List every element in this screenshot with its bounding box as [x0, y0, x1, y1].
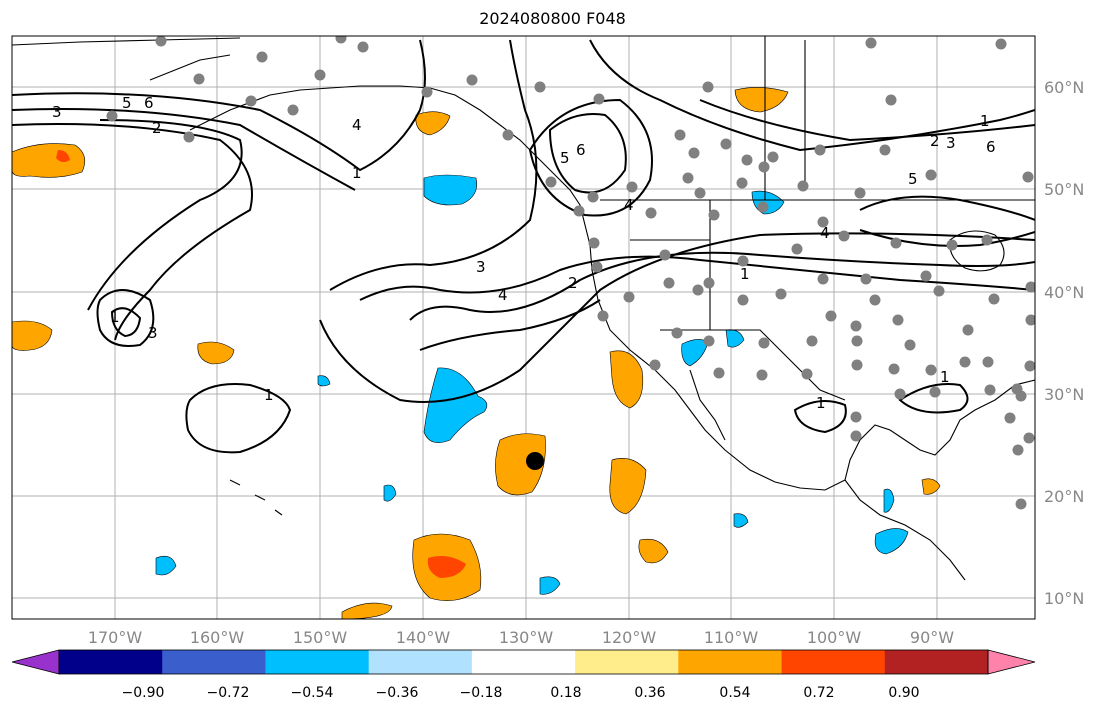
contour-label: 6 [986, 138, 996, 156]
contour-label: 4 [352, 116, 362, 134]
contour-label: 5 [122, 94, 132, 112]
latitude-labels: 60°N 50°N 40°N 30°N 20°N 10°N [1044, 78, 1084, 608]
colorbar-extend-max [987, 649, 1036, 675]
map-frame [11, 35, 1036, 620]
contour-label: 4 [498, 286, 508, 304]
colorbar-segment [781, 650, 886, 674]
lon-label: 160°W [190, 628, 245, 647]
contour-label: 1 [110, 308, 120, 326]
colorbar-segment [59, 650, 163, 674]
lon-label: 150°W [293, 628, 348, 647]
longitude-labels: 170°W 160°W 150°W 140°W 130°W 120°W 110°… [88, 628, 954, 647]
station-markers [106, 36, 1035, 510]
colorbar-label: −0.18 [460, 685, 503, 701]
contour-label: 3 [148, 324, 158, 342]
colorbar-segment [884, 650, 989, 674]
colorbar-segment [575, 650, 679, 674]
contour-label: 3 [476, 258, 486, 276]
anomaly-fill [12, 87, 941, 619]
contour-label: 6 [144, 94, 154, 112]
contour-label: 4 [820, 224, 830, 242]
colorbar-label: 0.90 [888, 685, 919, 701]
contour-label: 3 [946, 134, 956, 152]
colorbar-label: 0.54 [719, 685, 750, 701]
colorbar-segment [368, 650, 473, 674]
contour-label: 5 [908, 170, 918, 188]
colorbar-label: 0.36 [634, 685, 665, 701]
lon-label: 140°W [396, 628, 451, 647]
colorbar-label: −0.54 [291, 685, 334, 701]
colorbar-segment [265, 650, 370, 674]
contour-label: 5 [560, 149, 570, 167]
lon-label: 90°W [910, 628, 954, 647]
colorbar-extend-min [11, 649, 60, 675]
colorbar-segment [471, 650, 576, 674]
contour-label: 2 [152, 119, 162, 137]
contour-label: 2 [930, 132, 940, 150]
lon-label: 120°W [602, 628, 657, 647]
lon-label: 110°W [704, 628, 759, 647]
colorbar-segment [162, 650, 266, 674]
colorbar-label: −0.36 [376, 685, 419, 701]
map-title: 2024080800 F048 [479, 9, 626, 28]
colorbar-outline [58, 649, 989, 675]
colorbar-label: 0.18 [550, 685, 581, 701]
lat-label: 50°N [1044, 180, 1084, 199]
contour-label: 3 [52, 103, 62, 121]
contour-label: 1 [816, 394, 826, 412]
contour-label: 1 [940, 368, 950, 386]
contour-label-group: 3 5 6 2 1 4 1 3 1 3 4 2 5 6 4 1 4 5 2 3 … [52, 94, 996, 412]
lat-label: 10°N [1044, 589, 1084, 608]
colorbar-labels: −0.90 −0.72 −0.54 −0.36 −0.18 0.18 0.36 … [122, 685, 920, 701]
lat-label: 20°N [1044, 487, 1084, 506]
lon-label: 100°W [807, 628, 862, 647]
contour-label: 6 [576, 141, 586, 159]
contour-label: 2 [568, 274, 578, 292]
contour-label: 4 [624, 196, 634, 214]
colorbar-label: −0.90 [122, 685, 165, 701]
coastlines [12, 36, 1035, 581]
storm-center-marker [526, 452, 544, 470]
lat-label: 30°N [1044, 385, 1084, 404]
lat-label: 40°N [1044, 283, 1084, 302]
lat-label: 60°N [1044, 78, 1084, 97]
contour-label: 1 [980, 112, 990, 130]
lon-label: 130°W [499, 628, 554, 647]
contour-label: 1 [352, 164, 362, 182]
colorbar-segment [678, 650, 783, 674]
colorbar-label: −0.72 [207, 685, 250, 701]
contour-label: 1 [264, 386, 274, 404]
colorbar-label: 0.72 [803, 685, 834, 701]
lon-label: 170°W [88, 628, 143, 647]
contour-label: 1 [740, 265, 750, 283]
colorbar [11, 649, 1036, 675]
